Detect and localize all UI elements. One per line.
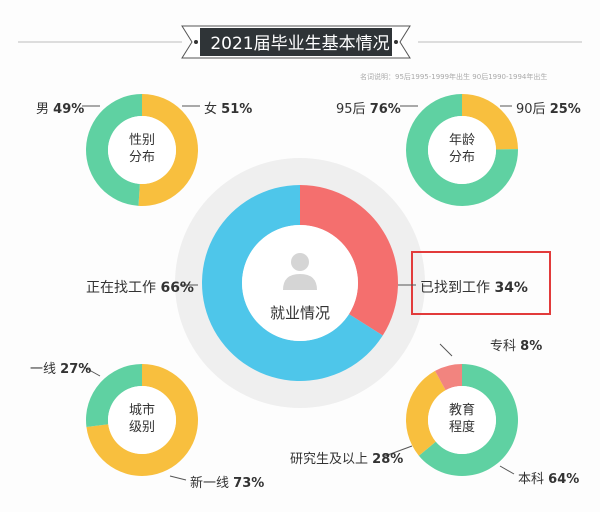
slice-value: 64% [548,472,580,487]
gender-center-label: 性别 分布 [112,132,172,166]
label-female: 女 51% [204,98,252,117]
education-center-label: 教育 程度 [432,402,492,436]
employment-slice [300,185,398,336]
slice-value: 25% [549,102,581,117]
label-tier1: 一线 27% [30,358,91,377]
city-slice [86,364,198,477]
slice-value: 76% [369,102,401,117]
slice-label: 已找到工作 [420,280,490,296]
label-graduate: 研究生及以上 28% [290,448,403,467]
city-slice [85,364,142,428]
label-90: 90后 25% [516,98,581,117]
city-center-label: 城市 级别 [112,402,172,436]
leader-lines [81,105,515,481]
slice-label: 正在找工作 [86,280,156,296]
slice-value: 49% [53,102,85,117]
banner-dot [394,40,398,44]
label-new-tier1: 新一线 73% [190,472,264,491]
slice-value: 51% [221,102,253,117]
slice-value: 73% [233,476,265,491]
center-line: 程度 [448,420,475,435]
age-slice [406,94,518,206]
label-junior-college: 专科 8% [490,335,542,354]
slice-label: 95后 [336,102,366,117]
slice-label: 90后 [516,102,546,117]
gender-slice [138,94,198,206]
slice-label: 男 [36,102,50,117]
highlight-box [411,251,551,315]
label-bachelor: 本科 64% [518,468,579,487]
gender-donut-hole [108,116,176,184]
slice-label: 本科 [518,472,545,487]
slice-value: 28% [372,452,404,467]
banner-dot [194,40,198,44]
center-line: 分布 [448,150,475,165]
slice-value: 27% [60,362,92,377]
employment-center-label: 就业情况 [269,304,330,322]
definition-note: 名词说明：95后1995-1999年出生 90后1990-1994年出生 [360,73,548,81]
age-slice [462,94,518,150]
education-donut-hole [428,386,496,454]
education-slice [418,364,518,476]
slice-label: 一线 [30,362,57,377]
education-slice [435,364,462,391]
label-searching: 正在找工作 66% [86,277,194,297]
center-line: 教育 [448,403,475,418]
city-donut-hole [108,386,176,454]
label-95: 95后 76% [336,98,401,117]
age-donut-hole [428,116,496,184]
slice-value: 8% [520,339,543,354]
slice-value: 34% [494,280,528,296]
gender-slice [85,94,142,206]
slice-label: 新一线 [190,476,230,491]
label-male: 男 49% [36,98,84,117]
center-line: 城市 [128,403,155,418]
slice-label: 女 [204,102,218,117]
page-title: 2021届毕业生基本情况 [210,34,390,54]
employment-slice [202,185,383,382]
center-line: 级别 [128,420,155,435]
center-line: 年龄 [448,133,475,148]
label-found: 已找到工作 34% [420,277,528,297]
education-slice [405,370,446,456]
slice-label: 研究生及以上 [290,452,369,467]
title-banner [200,28,392,56]
slice-label: 专科 [490,339,517,354]
person-icon [283,253,317,290]
age-center-label: 年龄 分布 [432,132,492,166]
center-line: 分布 [128,150,155,165]
slice-value: 66% [160,280,194,296]
center-line: 性别 [128,133,155,148]
